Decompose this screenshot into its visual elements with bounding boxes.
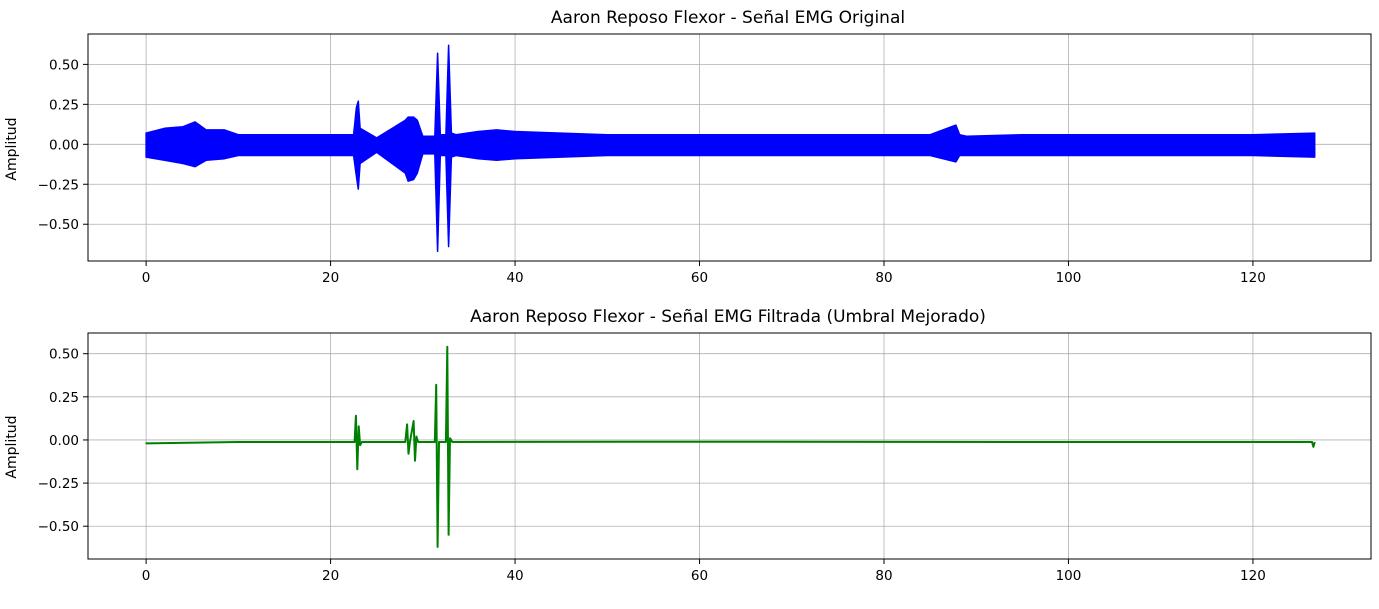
signal-line-filtered <box>145 345 1316 548</box>
chart-original: Aaron Reposo Flexor - Señal EMG Original… <box>4 8 1372 286</box>
y-axis-label-original: Amplitud <box>4 117 20 180</box>
x-ticks-filtered: 0 20 40 60 80 100 120 <box>142 559 1266 584</box>
grid-filtered <box>88 333 1371 559</box>
chart-title-original: Aaron Reposo Flexor - Señal EMG Original <box>551 8 905 28</box>
x-tick-label: 0 <box>142 270 151 286</box>
y-tick-label: 0.25 <box>49 97 79 113</box>
y-tick-label: −0.25 <box>38 476 79 492</box>
x-tick-label: 120 <box>1240 270 1266 286</box>
y-tick-label: 0.50 <box>49 57 79 73</box>
y-tick-label: 0.25 <box>49 390 79 406</box>
y-tick-label: −0.50 <box>38 519 79 535</box>
x-tick-label: 20 <box>322 270 339 286</box>
y-tick-label: −0.25 <box>38 177 79 193</box>
x-tick-label: 20 <box>322 568 339 584</box>
series-original <box>145 44 1316 253</box>
chart-title-filtered: Aaron Reposo Flexor - Señal EMG Filtrada… <box>470 307 986 327</box>
x-tick-label: 40 <box>506 270 523 286</box>
x-tick-label: 80 <box>875 568 892 584</box>
x-tick-label: 120 <box>1240 568 1266 584</box>
x-tick-label: 0 <box>142 568 151 584</box>
plot-frame-filtered <box>87 332 1372 560</box>
x-tick-label: 60 <box>691 270 708 286</box>
plot-frame-original <box>87 33 1372 262</box>
y-axis-label-filtered: Amplitud <box>4 415 20 478</box>
series-filtered <box>145 345 1316 548</box>
x-tick-label: 100 <box>1056 270 1082 286</box>
chart-filtered: Aaron Reposo Flexor - Señal EMG Filtrada… <box>4 307 1372 584</box>
x-tick-label: 100 <box>1056 568 1082 584</box>
y-tick-label: 0.00 <box>49 433 79 449</box>
y-tick-label: 0.00 <box>49 137 79 153</box>
signal-envelope-original <box>145 44 1316 253</box>
x-tick-label: 60 <box>691 568 708 584</box>
y-tick-label: −0.50 <box>38 217 79 233</box>
x-tick-label: 80 <box>875 270 892 286</box>
y-ticks-original: −0.50 −0.25 0.00 0.25 0.50 <box>38 57 88 233</box>
y-tick-label: 0.50 <box>49 347 79 363</box>
x-ticks-original: 0 20 40 60 80 100 120 <box>142 261 1266 286</box>
y-ticks-filtered: −0.50 −0.25 0.00 0.25 0.50 <box>38 347 88 535</box>
x-tick-label: 40 <box>506 568 523 584</box>
